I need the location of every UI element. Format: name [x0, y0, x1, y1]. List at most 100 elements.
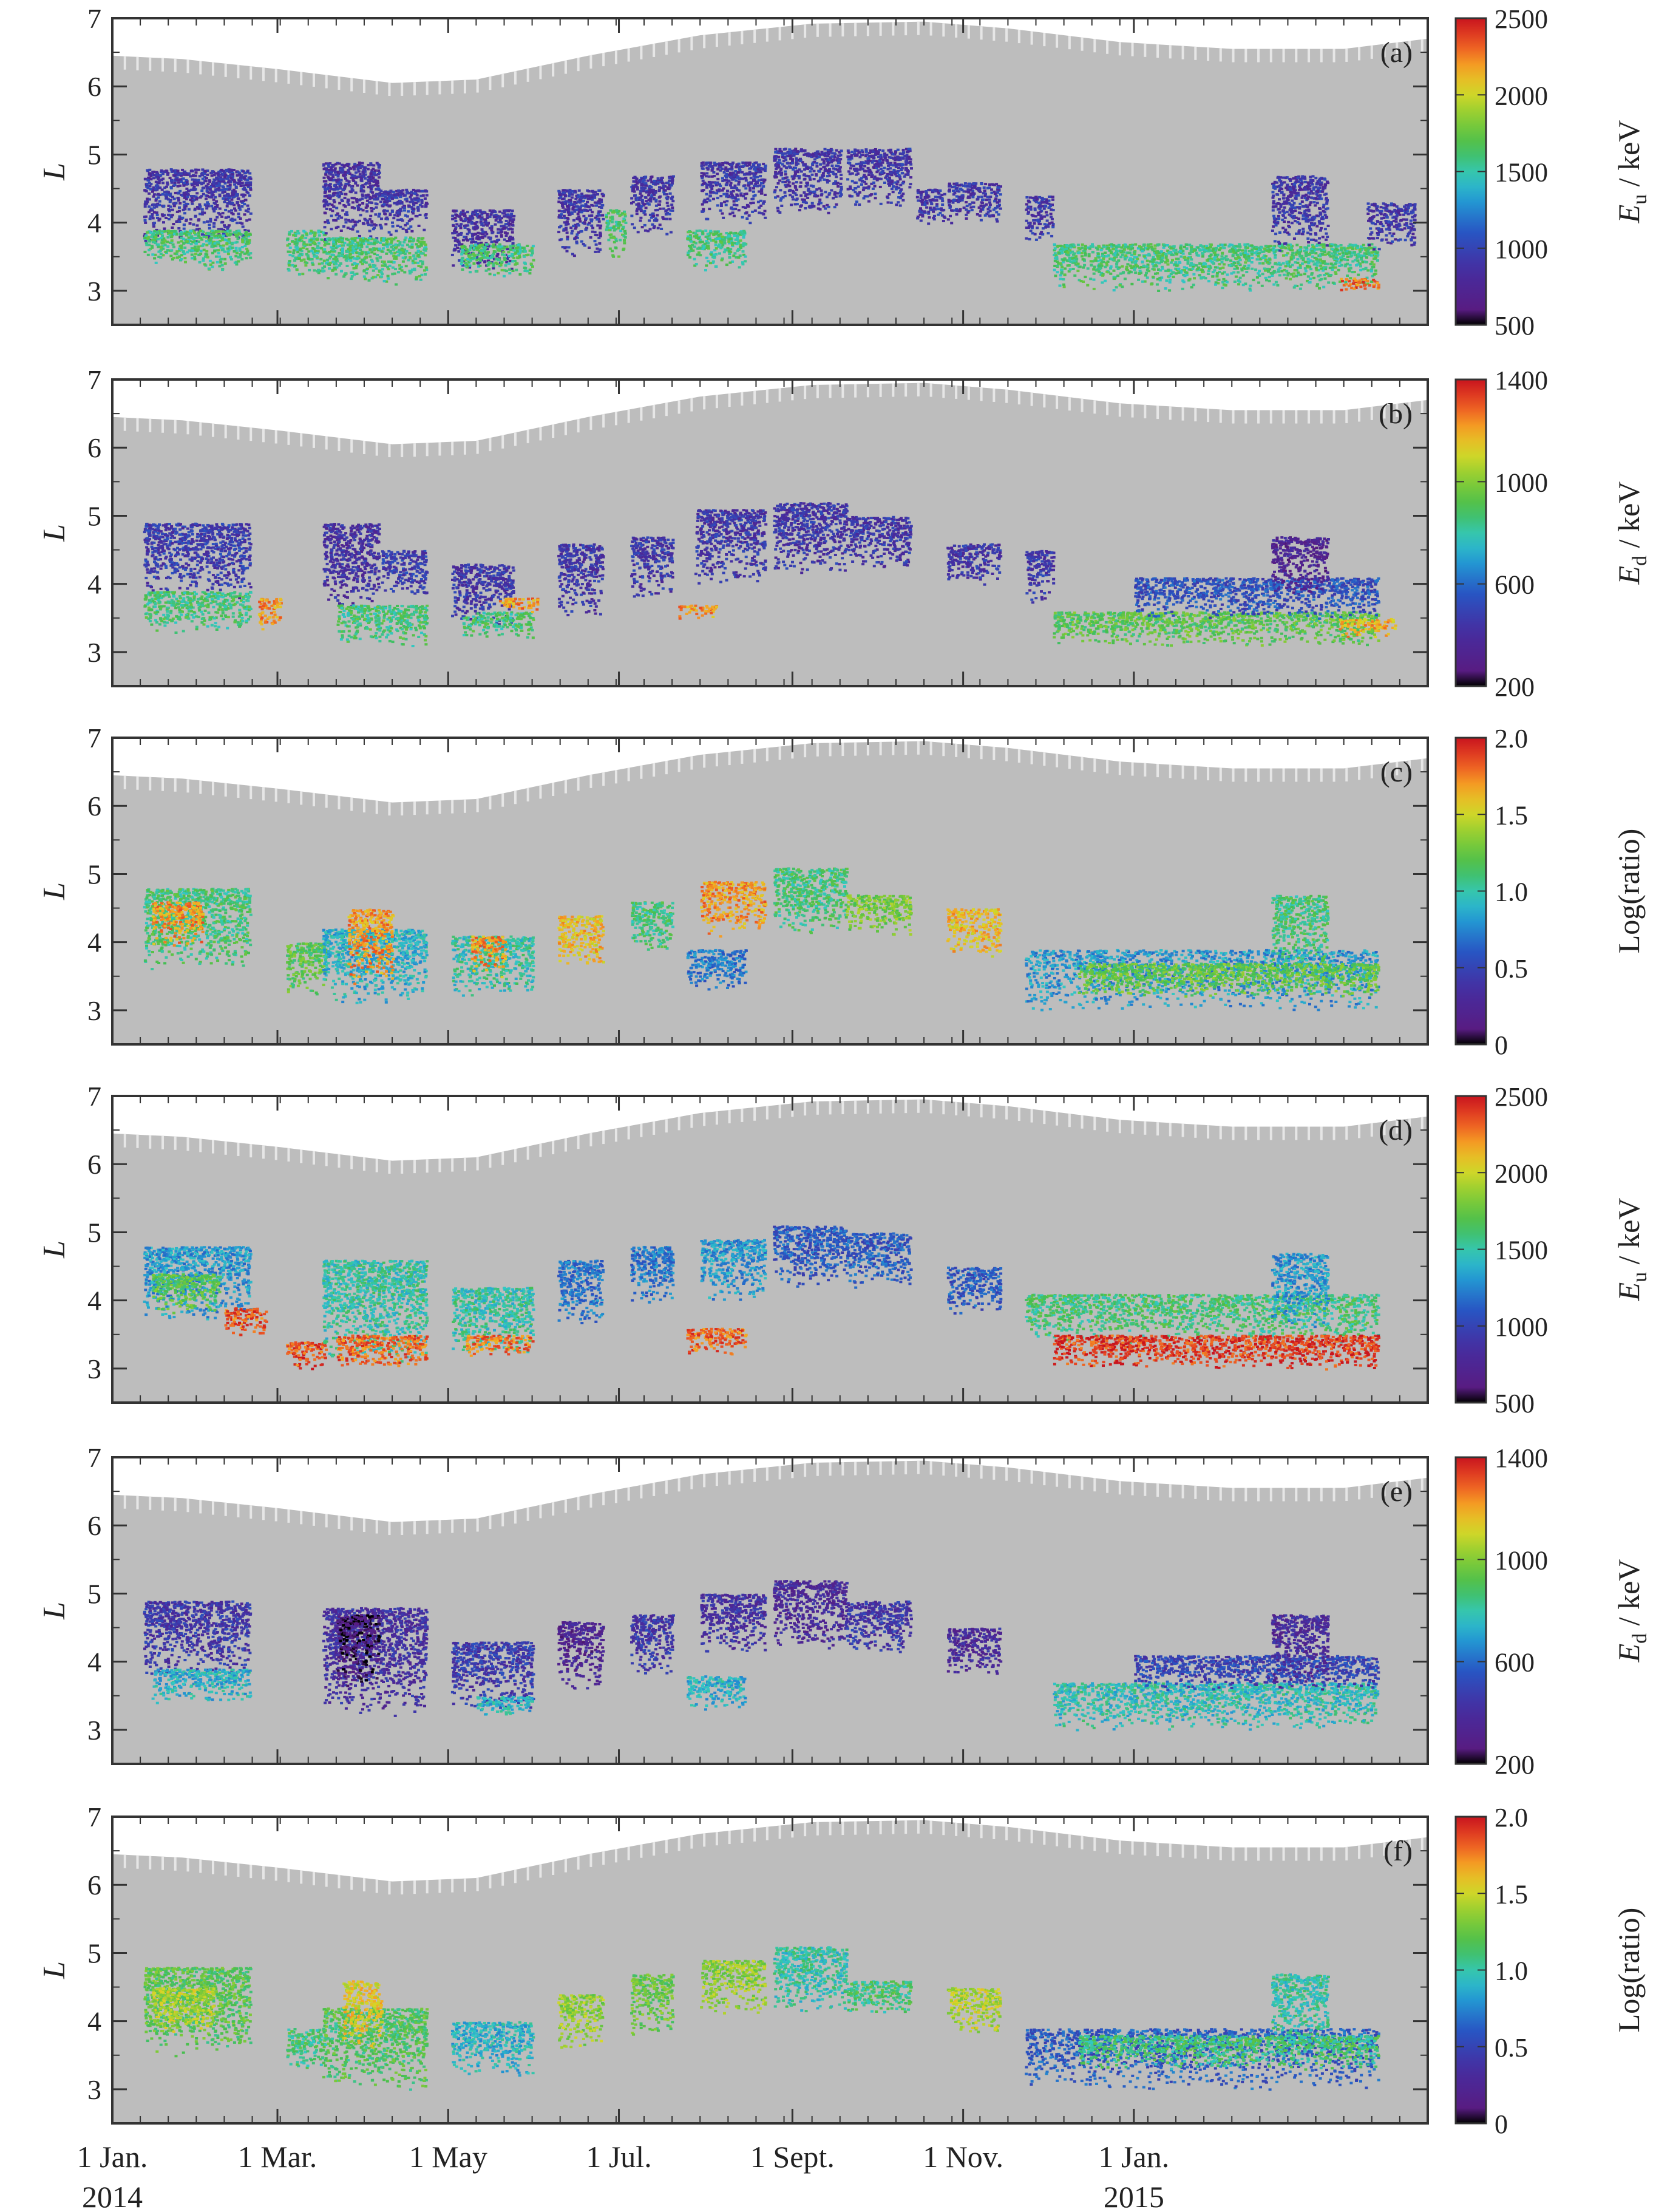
heatmap-cell-group-7 [460, 243, 535, 277]
y-tick-label: 6 [87, 791, 101, 822]
y-tick-label: 7 [87, 723, 101, 754]
x-tick-label: 1 May [409, 2140, 487, 2174]
heatmap-cell-group-2 [286, 2028, 328, 2069]
colorbar-label: Ed / keV [1612, 1559, 1651, 1663]
heatmap-cell-group-6 [452, 1287, 535, 1353]
heatmap-cell-group-18 [1053, 243, 1380, 292]
colorbar-tick-label: 0.5 [1495, 2033, 1528, 2063]
colorbar-label: Log(ratio) [1612, 829, 1646, 953]
heatmap-cell-group-14 [846, 516, 913, 568]
heatmap-data [143, 502, 1397, 647]
y-axis-label: L [37, 1961, 72, 1979]
heatmap-cell-group-14 [846, 148, 913, 207]
panel-c: 3 4 5 6 7 L (c) 2.0 1.5 1.0 0.5 0 Log(ratio) [37, 723, 1646, 1060]
y-tick-label: 3 [87, 276, 101, 307]
colorbar-label: Log(ratio) [1612, 1908, 1646, 2032]
colorbar-tick-label: 200 [1495, 672, 1535, 702]
heatmap-cell-group-20 [1339, 618, 1397, 639]
heatmap-cell-group-9 [700, 1593, 767, 1653]
heatmap-cell-group-5 [450, 935, 535, 997]
y-axis-label: L [37, 524, 72, 542]
plot-frame [111, 1095, 1429, 1404]
heatmap-cell-group-3 [322, 523, 381, 609]
heatmap-data [143, 148, 1417, 292]
y-axis-label: L [37, 882, 72, 900]
y-tick-label: 3 [87, 1715, 101, 1746]
y-tick-label: 4 [87, 1285, 101, 1316]
heatmap-cell-group-13 [946, 908, 1003, 958]
y-tick-label: 3 [87, 637, 101, 668]
colorbar-tick-label: 500 [1495, 311, 1535, 341]
heatmap-cell-group-12 [946, 1627, 1003, 1675]
heatmap-cell-group-10 [686, 1327, 748, 1356]
panel-label: (a) [1380, 36, 1413, 69]
y-tick-label: 3 [87, 1353, 101, 1384]
heatmap-cell-group-6 [557, 1994, 605, 2049]
heatmap-cell-group-0 [143, 522, 253, 599]
x-tick-label: 1 Nov. [923, 2140, 1003, 2174]
heatmap-cell-group-6 [450, 209, 516, 271]
heatmap-cell-group-5 [381, 550, 429, 595]
heatmap-cell-group-10 [630, 536, 675, 598]
heatmap-cell-group-7 [557, 915, 605, 965]
heatmap-cell-group-10 [700, 880, 768, 938]
heatmap-cell-group-6 [470, 935, 507, 979]
x-axis: 1 Jan. 1 Mar. 1 May 1 Jul. 1 Sept. 1 Nov. 1 Ja… [77, 2140, 1170, 2212]
heatmap-cell-group-17 [1271, 1253, 1330, 1329]
x-tick-label: 1 Jul. [586, 2140, 651, 2174]
heatmap-cell-group-4 [322, 1259, 429, 1363]
heatmap-cell-group-7 [462, 611, 535, 639]
colorbar-tick-label: 200 [1495, 1750, 1535, 1780]
panel-label: (d) [1379, 1114, 1413, 1146]
orbit-coverage-area [112, 21, 1428, 325]
colorbar-tick-label: 1000 [1495, 468, 1548, 497]
heatmap-cell-group-17 [1025, 196, 1055, 241]
plot-frame [111, 1816, 1429, 2125]
heatmap-cell-group-15 [915, 188, 947, 225]
heatmap-cell-group-10 [773, 1580, 849, 1650]
heatmap-cell-group-2 [224, 1307, 268, 1336]
orbit-apogee-comb [112, 1460, 1424, 1536]
heatmap-cell-group-4 [347, 908, 395, 985]
y-tick-label: 3 [87, 2074, 101, 2105]
heatmap-cell-group-13 [773, 148, 843, 214]
colorbar-label: Eu / keV [1612, 120, 1651, 224]
heatmap-cell-group-16 [1025, 550, 1056, 604]
heatmap-cell-group-2 [322, 1607, 429, 1717]
y-tick-label: 7 [87, 1802, 101, 1833]
y-tick-label: 4 [87, 2006, 101, 2037]
y-tick-label: 7 [87, 1442, 101, 1473]
heatmap-cell-group-3 [286, 1341, 328, 1370]
panel-label: (e) [1380, 1475, 1413, 1508]
heatmap-cell-group-10 [630, 175, 675, 236]
heatmap-cell-group-4 [450, 1641, 535, 1709]
heatmap-cell-group-9 [557, 543, 605, 616]
colorbar-tick-label: 600 [1495, 570, 1535, 600]
heatmap-cell-group-6 [557, 1621, 605, 1690]
heatmap-cell-group-8 [498, 597, 540, 613]
heatmap-cell-group-4 [336, 604, 429, 647]
y-tick-label: 6 [87, 1149, 101, 1180]
panel-label: (f) [1383, 1835, 1413, 1867]
heatmap-cell-group-11 [678, 604, 719, 620]
y-axis-label: L [37, 1240, 72, 1259]
heatmap-cell-group-15 [1077, 962, 1380, 998]
heatmap-cell-group-5 [450, 2021, 535, 2077]
orbit-coverage-area [112, 1099, 1428, 1403]
colorbar-tick-label: 1.0 [1495, 1956, 1528, 1986]
year-label-end: 2015 [1104, 2180, 1164, 2212]
heatmap-cell-group-1 [143, 591, 253, 634]
heatmap-cell-group-11 [700, 1239, 767, 1301]
colorbar-tick-label: 600 [1495, 1648, 1535, 1678]
colorbar-tick-label: 1400 [1495, 1443, 1548, 1473]
heatmap-cell-group-12 [700, 161, 767, 225]
heatmap-cell-group-21 [1366, 202, 1417, 251]
colorbar-tick-label: 1.5 [1495, 800, 1528, 830]
panel-f: 3 4 5 6 7 L (f) 2.0 1.5 1.0 0.5 0 Log(ratio) [37, 1802, 1646, 2139]
colorbar-tick-label: 1000 [1495, 1312, 1548, 1342]
x-tick-label: 1 Jan. [1099, 2140, 1170, 2174]
heatmap-cell-group-9 [773, 1946, 849, 2013]
heatmap-cell-group-4 [325, 236, 429, 286]
heatmap-cell-group-19 [1271, 175, 1330, 252]
